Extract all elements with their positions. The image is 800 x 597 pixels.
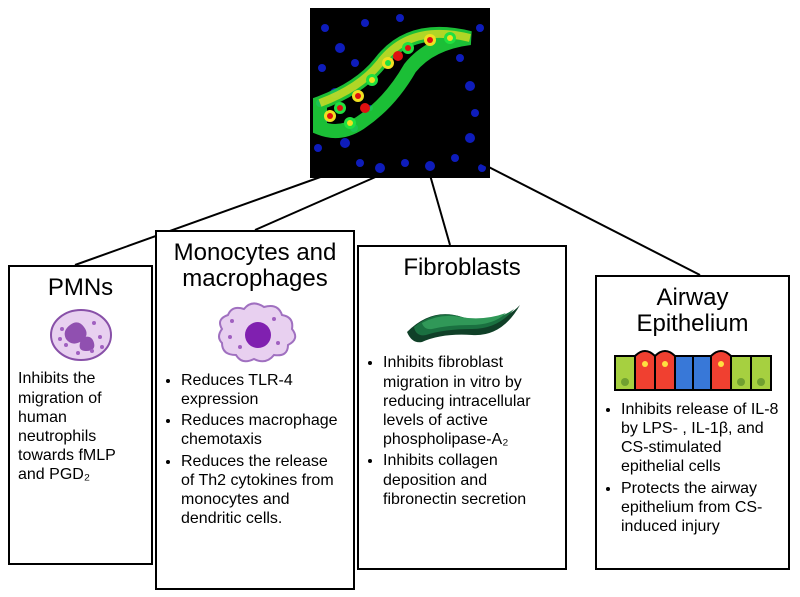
panel-title-fibroblasts: Fibroblasts [367, 255, 557, 281]
panel-title-airway: Airway Epithelium [605, 285, 780, 338]
panel-airway: Airway Epithelium Inhibits release of IL… [595, 275, 790, 570]
panel-list-fibroblasts: Inhibits fibroblast migration in vitro b… [367, 353, 557, 509]
pmns-paragraph: Inhibits the migration of human neutroph… [18, 370, 116, 483]
panel-title-monocytes: Monocytes and macrophages [165, 240, 345, 293]
panel-monocytes: Monocytes and macrophages Reduces TLR-4 … [155, 230, 355, 590]
top-microscopy-image [310, 8, 490, 178]
macrophage-icon [212, 299, 298, 365]
epithelium-icon [613, 344, 773, 394]
panel-list-monocytes: Reduces TLR-4 expression Reduces macroph… [165, 371, 345, 529]
list-item: Reduces macrophage chemotaxis [181, 411, 345, 449]
panel-fibroblasts: Fibroblasts Inhibits fibroblast migratio… [357, 245, 567, 570]
list-item: Inhibits fibroblast migration in vitro b… [383, 353, 557, 449]
panel-text-pmns: Inhibits the migration of human neutroph… [18, 369, 143, 484]
list-item: Reduces the release of Th2 cytokines fro… [181, 452, 345, 529]
panel-list-airway: Inhibits release of IL-8 by LPS- , IL-1β… [605, 400, 780, 536]
panel-pmns: PMNs Inhibits the migration of human neu… [8, 265, 153, 565]
list-item: Inhibits release of IL-8 by LPS- , IL-1β… [621, 400, 780, 477]
panel-title-pmns: PMNs [18, 275, 143, 301]
fibroblast-icon [402, 287, 522, 347]
list-item: Protects the airway epithelium from CS-i… [621, 479, 780, 537]
list-item: Inhibits collagen deposition and fibrone… [383, 451, 557, 509]
list-item: Reduces TLR-4 expression [181, 371, 345, 409]
pmn-cell-icon [48, 307, 114, 363]
